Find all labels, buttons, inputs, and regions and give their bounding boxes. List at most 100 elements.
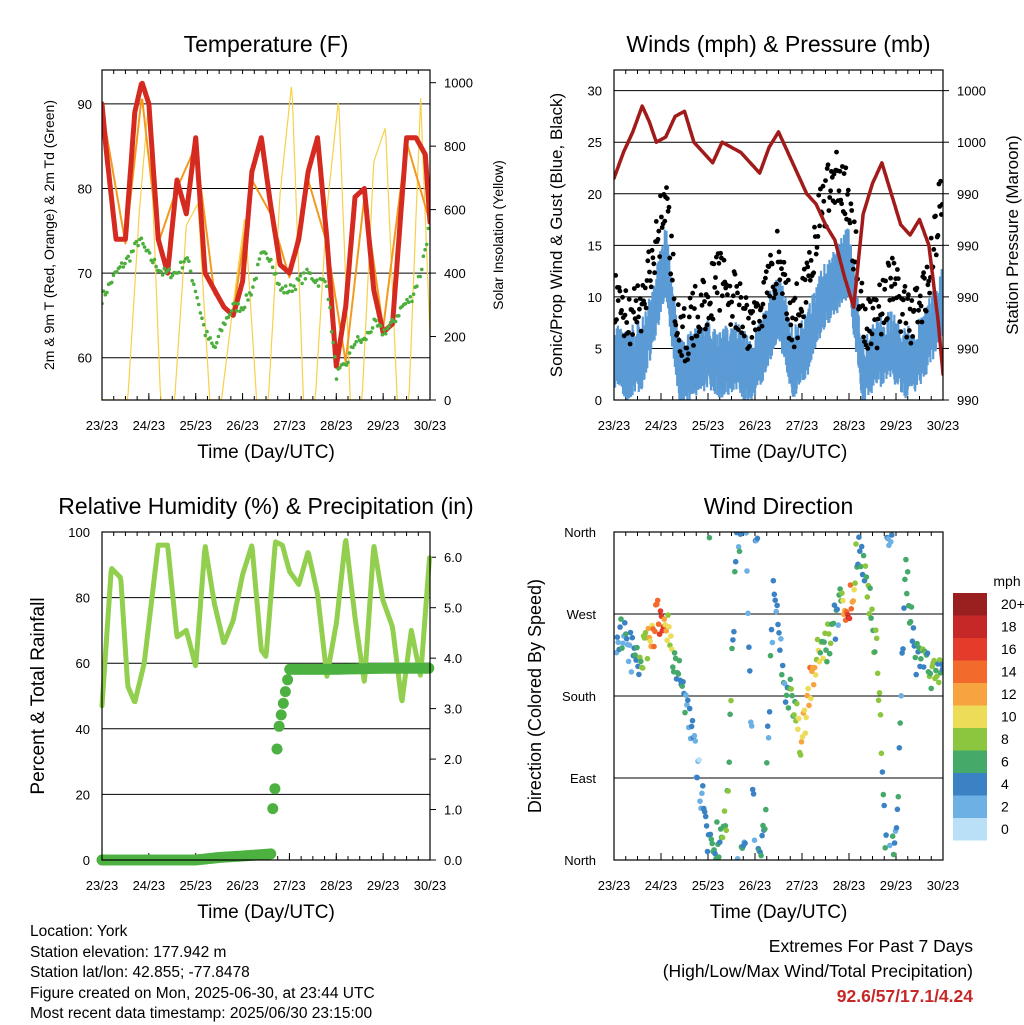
gust-point — [692, 283, 698, 289]
gust-point — [803, 300, 809, 305]
dewpoint-point — [426, 226, 430, 231]
direction-point — [729, 645, 735, 652]
location-text: Location: York — [30, 923, 128, 940]
direction-point — [675, 671, 682, 677]
gust-point — [892, 281, 898, 287]
gust-point — [759, 323, 765, 329]
direction-point — [750, 791, 757, 797]
x-tick-label: 30/23 — [927, 878, 960, 893]
dewpoint-point — [154, 264, 158, 269]
dewpoint-point — [201, 323, 206, 327]
direction-point — [770, 577, 777, 584]
direction-point — [773, 608, 779, 615]
dewpoint-point — [287, 289, 291, 294]
dewpoint-point — [192, 282, 196, 287]
legend-label: 6 — [1001, 754, 1009, 770]
gust-point — [931, 247, 937, 252]
panel-2: Winds (mph) & Pressure (mb) Time (Day/UTC… — [547, 31, 1022, 463]
gust-point — [843, 165, 849, 171]
direction-point — [708, 836, 715, 843]
direction-point — [787, 676, 794, 683]
gust-point — [776, 249, 782, 255]
direction-point — [707, 831, 714, 838]
gust-point — [747, 344, 752, 349]
legend-swatch — [953, 818, 987, 841]
gust-point — [869, 331, 875, 337]
precip-point — [423, 662, 435, 674]
dewpoint-point — [290, 289, 295, 294]
gust-point — [760, 301, 766, 307]
gust-point — [792, 295, 798, 301]
gust-point — [711, 261, 717, 267]
direction-point — [714, 819, 720, 825]
direction-point — [888, 539, 894, 545]
x-axis-label: Time (Day/UTC) — [710, 442, 848, 463]
direction-point — [864, 594, 871, 600]
latlon-text: Station lat/lon: 42.855; -77.8478 — [30, 964, 250, 981]
direction-point — [682, 709, 688, 716]
direction-point — [745, 610, 751, 617]
dewpoint-point — [110, 280, 114, 285]
dewpoint-point — [282, 290, 286, 295]
gust-point — [923, 308, 929, 314]
direction-point — [797, 752, 804, 758]
dewpoint-point — [324, 284, 329, 289]
gust-point — [925, 282, 931, 288]
dewpoint-point — [226, 315, 231, 320]
direction-point — [615, 639, 621, 646]
dewpoint-point — [328, 305, 332, 310]
direction-point — [826, 650, 833, 657]
gust-point — [777, 277, 783, 283]
legend-swatch — [953, 615, 987, 638]
legend-title: mph — [993, 573, 1020, 589]
direction-point — [779, 662, 786, 669]
y2-axis-label: Solar Insolation (Yellow) — [490, 160, 506, 310]
gust-point — [817, 223, 822, 229]
gust-point — [915, 319, 921, 325]
x-tick-label: 29/23 — [880, 418, 913, 433]
gust-point — [831, 171, 837, 177]
legend-swatch — [953, 750, 987, 773]
gust-point — [784, 311, 789, 317]
gust-point — [751, 320, 756, 326]
direction-point — [824, 658, 830, 665]
dewpoint-point — [205, 329, 209, 334]
dewpoint-point — [388, 321, 393, 325]
gust-point — [862, 306, 868, 312]
direction-point — [791, 712, 797, 718]
direction-point — [771, 591, 778, 598]
x-axis-label: Time (Day/UTC) — [197, 442, 335, 463]
direction-point — [909, 638, 916, 644]
gust-point — [917, 293, 923, 299]
x-tick-label: 23/23 — [598, 878, 631, 893]
direction-point — [775, 621, 781, 628]
gust-point — [705, 294, 711, 300]
gust-point — [631, 309, 636, 315]
dewpoint-point — [380, 332, 385, 337]
dewpoint-point — [326, 297, 331, 302]
x-tick-label: 26/23 — [739, 878, 772, 893]
gust-point — [873, 297, 879, 303]
dewpoint-point — [121, 265, 126, 269]
direction-point — [874, 670, 881, 677]
dewpoint-point — [264, 251, 268, 256]
direction-point — [719, 834, 726, 841]
direction-point — [655, 621, 662, 627]
direction-point — [657, 608, 664, 614]
direction-point — [795, 726, 801, 732]
dewpoint-point — [301, 271, 306, 275]
direction-point — [782, 699, 789, 705]
dewpoint-point — [200, 316, 204, 321]
gust-point — [670, 251, 676, 257]
direction-point — [830, 620, 837, 627]
gust-point — [770, 284, 776, 290]
gust-point — [876, 304, 882, 309]
direction-point — [918, 656, 924, 662]
gust-point — [642, 285, 648, 291]
direction-point — [777, 647, 783, 653]
series-station-pressure — [614, 104, 943, 376]
dewpoint-point — [180, 266, 185, 270]
direction-point — [717, 839, 723, 845]
gust-point — [758, 305, 764, 311]
dewpoint-point — [185, 256, 190, 260]
